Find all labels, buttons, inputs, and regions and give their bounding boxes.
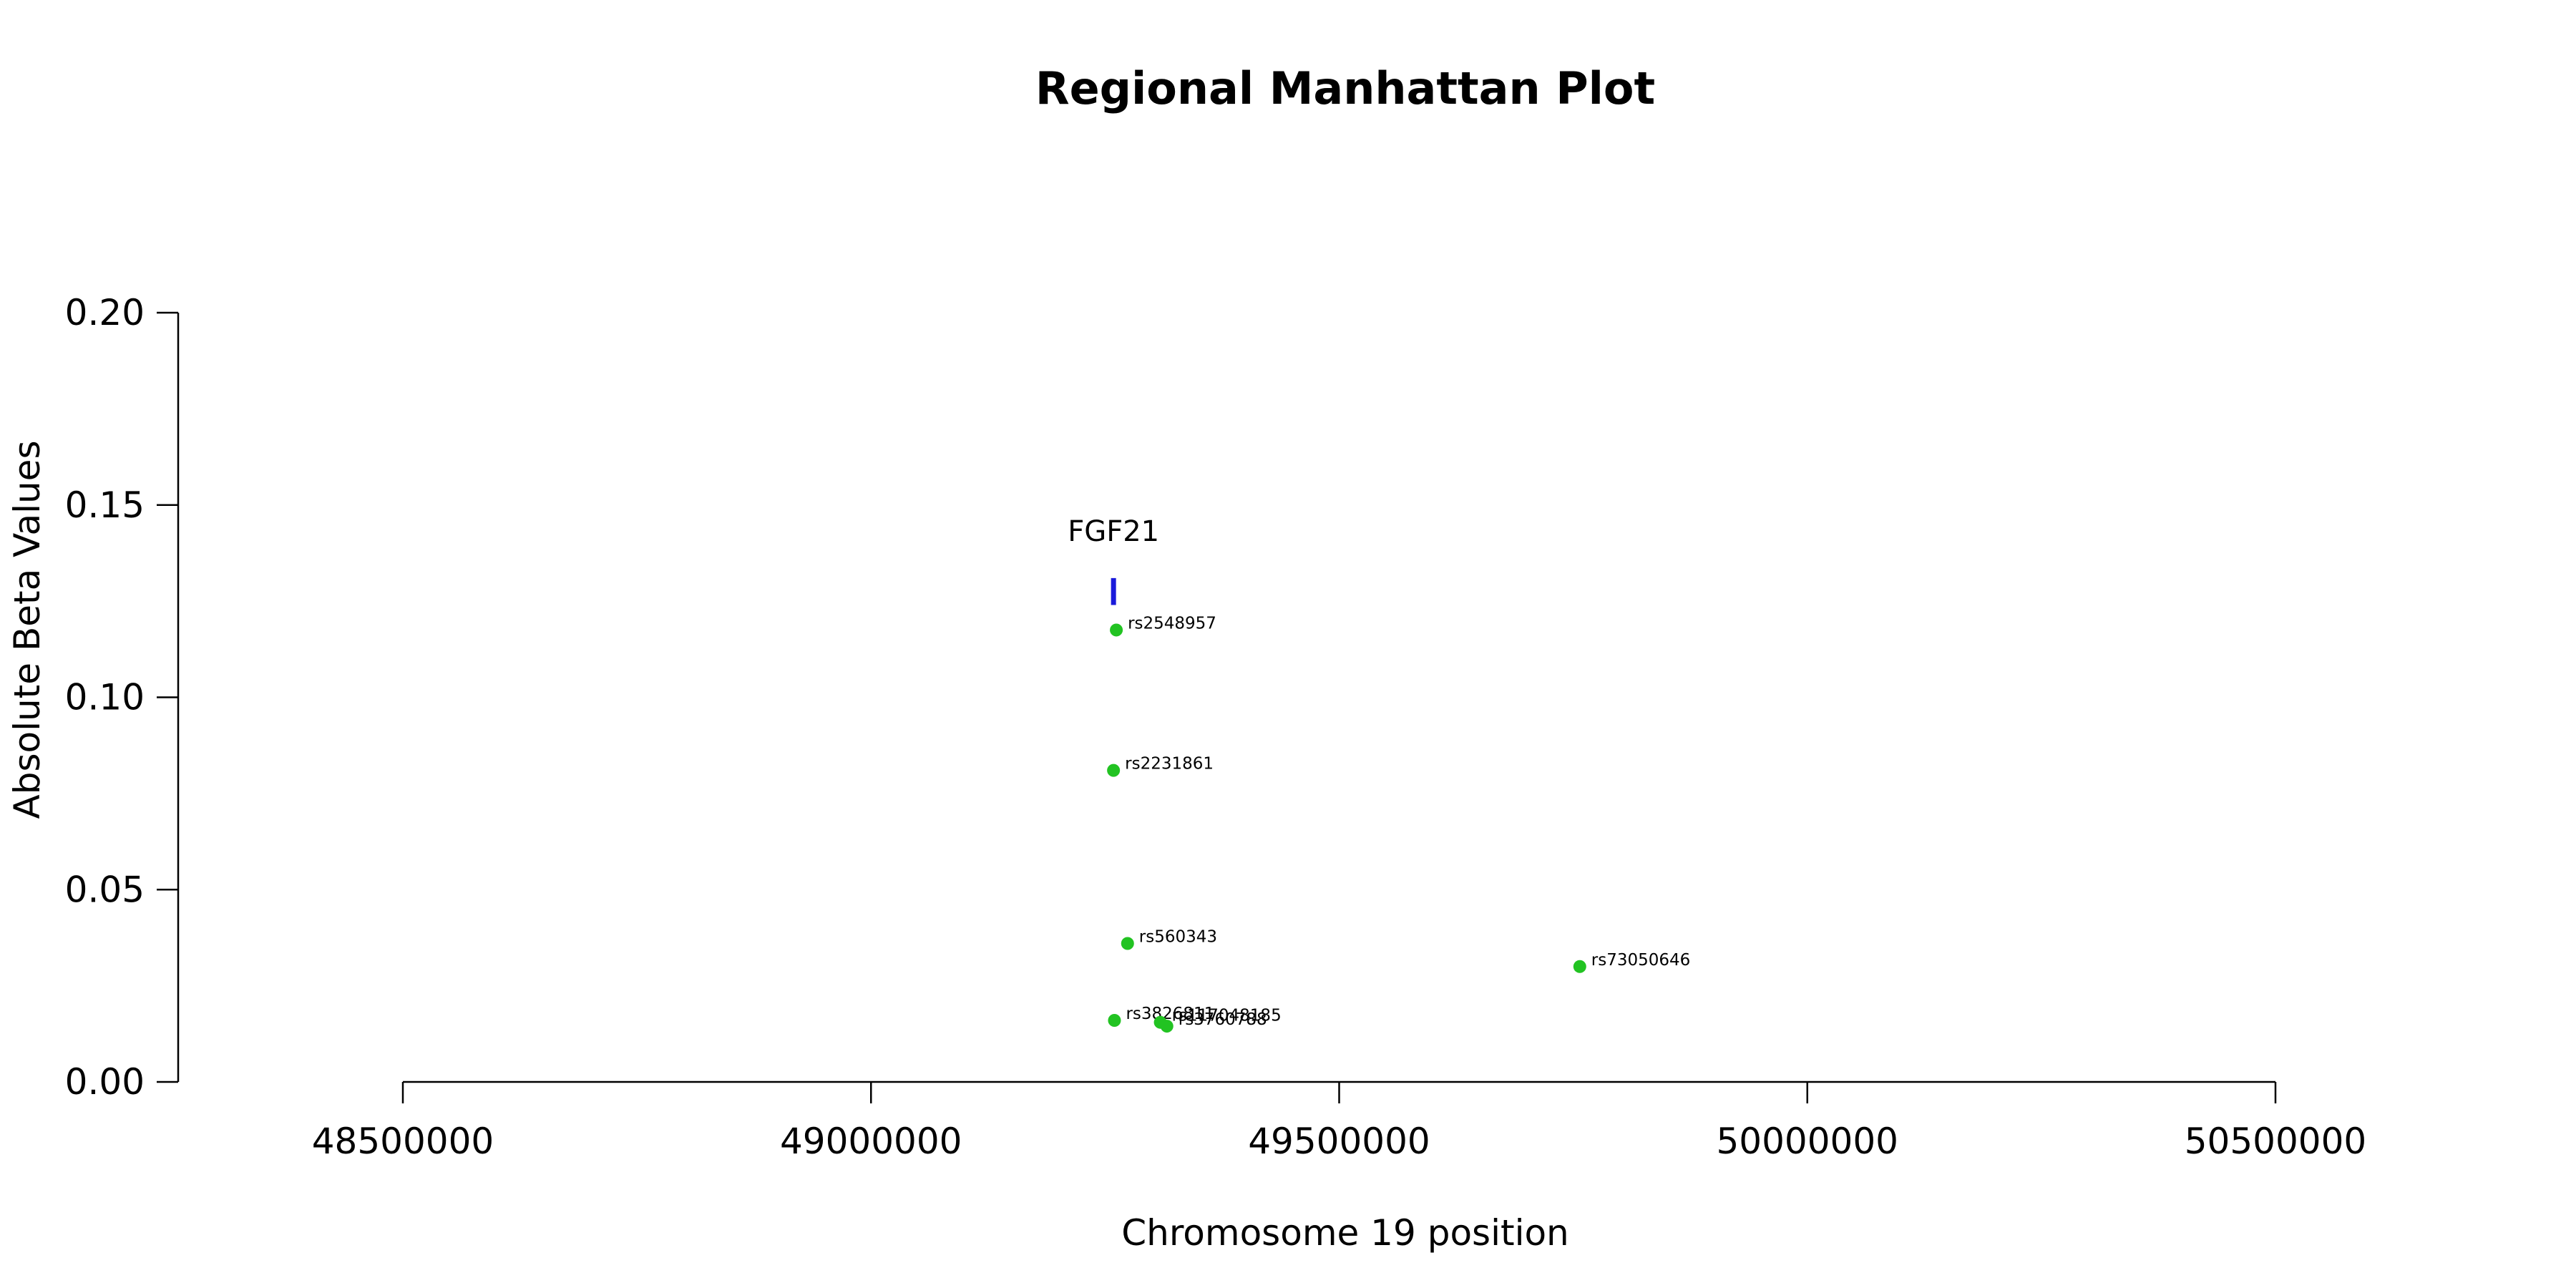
- chart-title: Regional Manhattan Plot: [1035, 62, 1655, 114]
- point-label: rs3760788: [1179, 1010, 1267, 1029]
- point-label: rs560343: [1139, 928, 1217, 947]
- y-tick-label: 0.10: [65, 677, 145, 718]
- x-axis: 48500000 49000000 49500000 50000000 50500000: [312, 1080, 2367, 1162]
- x-tick-label: 49000000: [780, 1121, 962, 1162]
- point-label: rs117048185: [1172, 1007, 1282, 1025]
- y-tick-label: 0.00: [65, 1061, 145, 1103]
- data-point: [1110, 623, 1123, 637]
- data-point: [1160, 1020, 1174, 1033]
- x-tick-label: 50500000: [2185, 1121, 2367, 1162]
- point-label: rs2231861: [1125, 755, 1214, 774]
- point-label: rs73050646: [1591, 951, 1691, 970]
- gene-track: FGF21: [1068, 515, 1159, 605]
- data-point: [1573, 960, 1586, 973]
- x-tick-label: 49500000: [1248, 1121, 1430, 1162]
- y-axis-label: Absolute Beta Values: [6, 441, 48, 819]
- data-point: [1108, 1014, 1121, 1027]
- x-axis-label: Chromosome 19 position: [1121, 1212, 1569, 1254]
- y-tick-label: 0.20: [65, 292, 145, 333]
- gene-label: FGF21: [1068, 515, 1159, 548]
- data-points: rs2548957 rs2231861 rs560343 rs73050646 rs38…: [1107, 614, 1690, 1033]
- y-tick-label: 0.15: [65, 484, 145, 526]
- point-label: rs2548957: [1128, 614, 1216, 633]
- data-point: [1121, 937, 1134, 950]
- data-point: [1107, 763, 1121, 777]
- y-tick-label: 0.05: [65, 869, 145, 910]
- x-tick-label: 50000000: [1717, 1121, 1899, 1162]
- point-label: rs3826811: [1126, 1005, 1214, 1023]
- y-axis: 0.00 0.05 0.10 0.15 0.20: [65, 292, 180, 1103]
- x-tick-label: 48500000: [312, 1121, 494, 1162]
